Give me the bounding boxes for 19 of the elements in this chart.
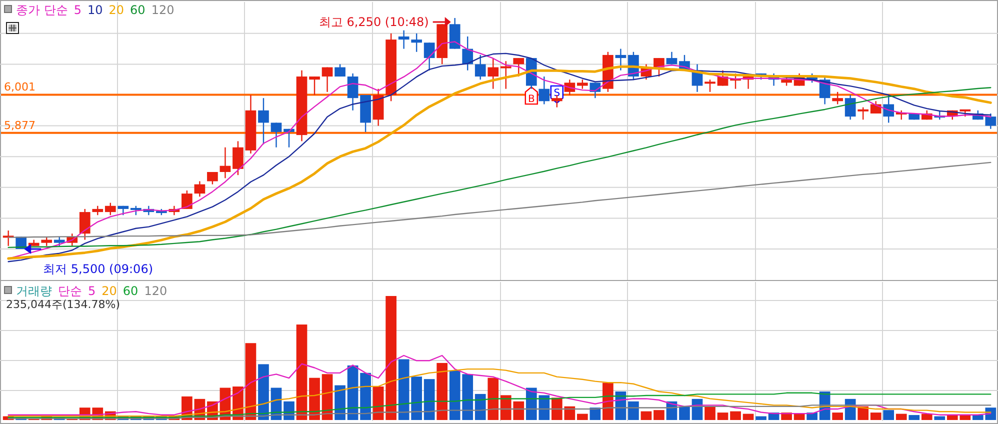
text: 120: [151, 3, 174, 17]
legend-title: 단순: [58, 284, 82, 298]
series-label: S: [554, 88, 560, 99]
text: 120: [144, 284, 168, 298]
legend-title: 종가 단순: [16, 3, 68, 17]
ref-line-label: 5,877: [4, 118, 36, 132]
text: 5: [88, 284, 96, 298]
chart-title: 거래량: [16, 284, 52, 298]
text: 10: [87, 3, 103, 17]
text: 60: [130, 3, 146, 17]
ref-line-label: 6,001: [4, 80, 36, 94]
series-label: B: [528, 94, 535, 106]
chart-subtitle: 235,044주(134.78%): [6, 298, 120, 311]
annotation: 최고 6,250 (10:48): [318, 15, 429, 29]
text: 20: [102, 284, 117, 298]
text: 5: [74, 3, 82, 17]
text: 60: [122, 284, 138, 298]
text: 20: [108, 3, 124, 17]
annotation: 최저 5,500 (09:06): [43, 262, 154, 276]
